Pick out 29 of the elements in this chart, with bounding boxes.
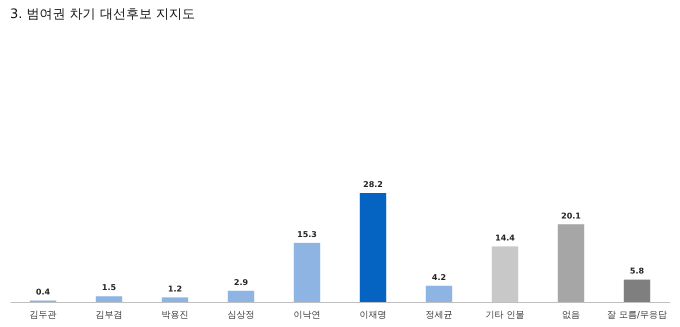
data-label: 2.9	[234, 278, 249, 287]
data-label: 5.8	[630, 266, 645, 276]
chart-title: 3. 범여권 차기 대선후보 지지도	[10, 7, 195, 22]
bar	[360, 193, 386, 302]
bar	[426, 286, 452, 302]
bar	[294, 242, 320, 302]
x-tick-label: 이재명	[360, 310, 386, 320]
x-tick-label: 기타 인물	[486, 310, 524, 320]
data-label: 4.2	[432, 272, 446, 282]
x-tick-label: 정세균	[426, 310, 452, 320]
x-tick-label: 이낙연	[294, 310, 320, 320]
x-tick-label: 없음	[562, 310, 580, 320]
data-label: 15.3	[297, 230, 317, 239]
data-label: 20.1	[561, 211, 582, 220]
x-tick-label: 김두관	[30, 310, 56, 320]
x-tick-label: 김부겸	[96, 310, 122, 320]
bar	[228, 290, 254, 302]
x-tick-label: 박용진	[162, 310, 188, 320]
bar	[162, 297, 188, 302]
data-label: 1.2	[168, 284, 182, 294]
bar	[558, 224, 584, 302]
bar	[624, 280, 650, 302]
data-label: 14.4	[495, 233, 516, 242]
data-label: 0.4	[36, 287, 51, 296]
data-label: 28.2	[363, 180, 383, 189]
data-label: 1.5	[102, 283, 117, 292]
x-tick-label: 잘 모름/무응답	[607, 310, 667, 320]
x-tick-label: 심상정	[228, 310, 254, 320]
bar	[96, 296, 122, 302]
